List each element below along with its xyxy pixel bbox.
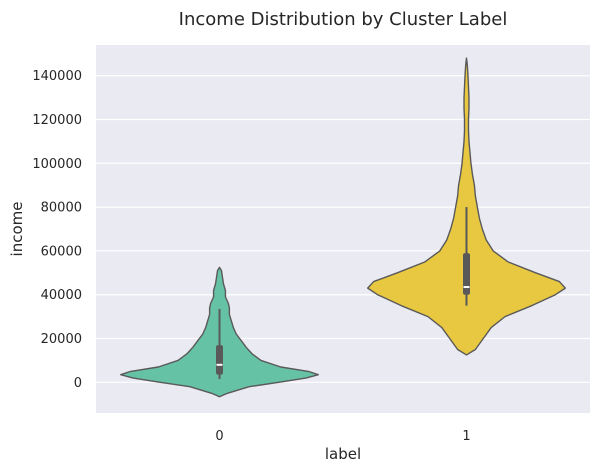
plot-area [96,45,590,413]
y-tick-label: 100000 [32,157,82,172]
y-tick-label: 80000 [41,201,82,216]
iqr-box-1 [463,253,470,295]
chart-title: Income Distribution by Cluster Label [179,9,508,30]
y-tick-label: 40000 [41,288,82,303]
y-tick-label: 20000 [41,332,82,347]
x-tick-label: 1 [462,429,470,444]
iqr-box-0 [216,345,223,375]
y-tick-label: 140000 [32,69,82,84]
violins [120,57,566,398]
y-axis-label: income [8,202,26,257]
x-tick-label: 0 [215,429,223,444]
y-tick-label: 120000 [32,113,82,128]
y-tick-label: 0 [74,376,82,391]
x-axis-label: label [325,445,361,463]
y-axis-ticks: 0 20000 40000 60000 80000 100000 120000 140000 [32,69,82,391]
grid-lines [96,75,590,383]
violin-body-1 [367,57,566,356]
y-tick-label: 60000 [41,244,82,259]
